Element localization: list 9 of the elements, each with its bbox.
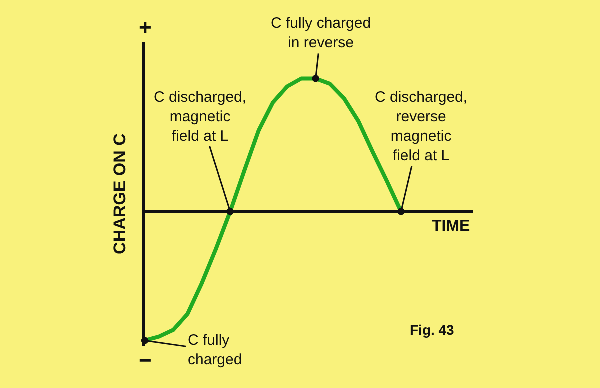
y-axis-title: CHARGE ON C <box>110 134 130 254</box>
text: C fully charged in reverse <box>271 15 372 52</box>
text: − <box>139 348 152 373</box>
text: + <box>139 15 152 40</box>
annotation: C discharged, reverse magnetic field at L <box>375 89 468 164</box>
annotation: C fully charged <box>188 332 242 368</box>
caption: Fig. 43 <box>410 322 455 338</box>
annotation: C discharged, magnetic field at L <box>154 89 247 145</box>
x-axis-title: TIME <box>432 218 471 235</box>
